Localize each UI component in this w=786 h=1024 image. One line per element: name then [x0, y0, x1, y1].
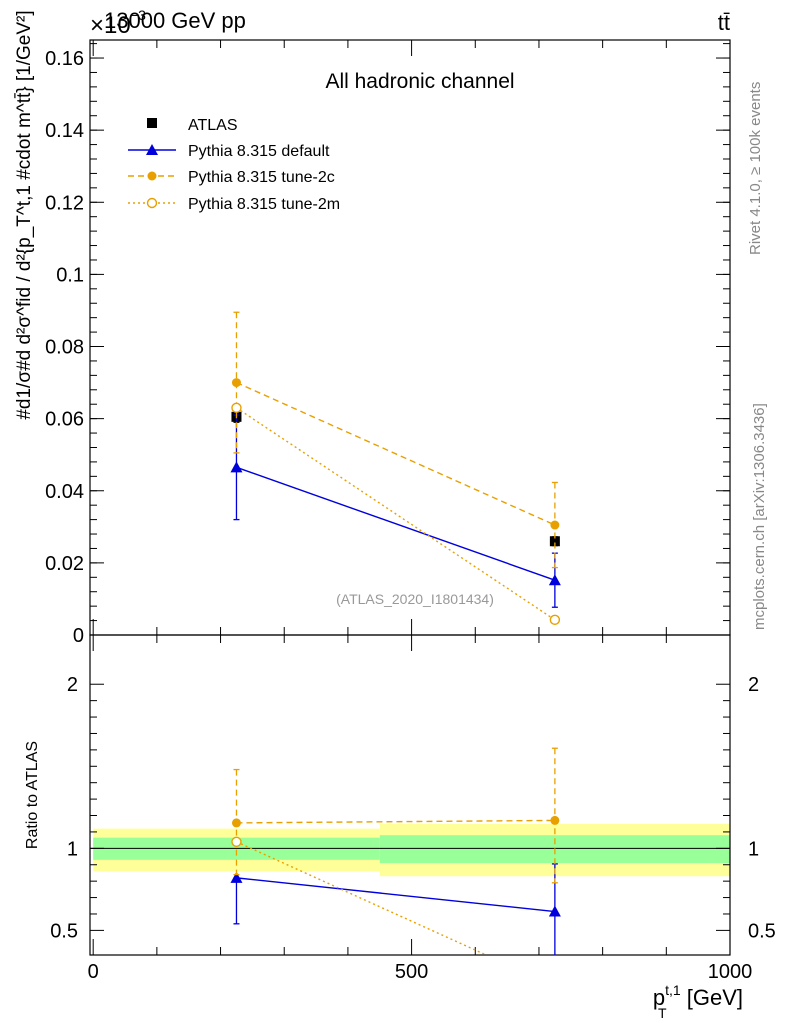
ratio-uncertainty-bands	[90, 823, 730, 877]
legend-marker-default	[146, 144, 158, 155]
main-point-atlas	[549, 536, 560, 547]
main-line-pythia-8-315-tune-2m	[236, 407, 556, 621]
main-line-pythia-8-315-default	[236, 466, 556, 581]
ratio-point-pythia-8-315-default	[548, 905, 561, 917]
ratio-y-tick-label-left: 2	[67, 674, 78, 696]
main-point-pythia-8-315-tune-2c	[550, 520, 560, 530]
energy-label: 13000 GeV pp	[104, 8, 246, 33]
ratio-y-tick-label-left: 0.5	[50, 920, 78, 942]
axis-exponent-label: ×10	[90, 12, 131, 39]
ratio-y-axis: 0.5 0.5 1 1 2 2	[50, 674, 776, 942]
ratio-point-pythia-8-315-tune-2m	[231, 836, 242, 847]
main-y-tick-label: 0	[73, 625, 84, 647]
x-tick-label: 500	[395, 961, 428, 983]
legend: ATLAS Pythia 8.315 default Pythia 8.315 …	[128, 117, 340, 213]
main-point-pythia-8-315-tune-2m	[549, 614, 561, 626]
x-axis-label-unit: [GeV]	[681, 985, 743, 1010]
legend-marker-atlas	[147, 118, 157, 128]
analysis-id: (ATLAS_2020_I1801434)	[336, 591, 494, 607]
ratio-y-tick-label-right: 2	[748, 674, 759, 696]
main-point-pythia-8-315-tune-2m	[231, 402, 242, 414]
main-y-tick-label: 0.14	[45, 120, 84, 142]
ratio-y-tick-label-right: 1	[748, 838, 759, 860]
x-tick-label: 0	[88, 961, 99, 983]
x-axis-label-main: p	[653, 985, 665, 1010]
ratio-panel-frame	[89, 634, 731, 956]
ratio-series-group	[230, 747, 561, 956]
ratio-point-pythia-8-315-tune-2c	[550, 815, 560, 825]
main-point-pythia-8-315-default	[548, 574, 561, 586]
ratio-point-pythia-8-315-tune-2c	[231, 818, 241, 828]
ratio-point-pythia-8-315-default	[230, 871, 243, 883]
main-y-tick-label: 0.04	[45, 481, 84, 503]
legend-label-atlas: ATLAS	[188, 117, 238, 134]
x-axis-label: pt,1 [GeV]	[653, 982, 743, 1010]
ratio-line-pythia-8-315-default	[236, 877, 555, 913]
legend-marker-tune2m	[146, 197, 158, 209]
main-y-axis: 0 0.02 0.04 0.06 0.08 0.1 0.12 0.14 0.16	[45, 43, 730, 647]
legend-marker-tune2c	[147, 171, 157, 181]
axis-exponent-power: −3	[130, 7, 146, 23]
x-tick-label: 1000	[708, 961, 753, 983]
main-y-tick-label: 0.16	[45, 48, 84, 70]
ratio-line-pythia-8-315-tune-2m	[236, 841, 487, 956]
main-y-tick-label: 0.1	[56, 264, 84, 286]
mcplots-label: mcplots.cern.ch [arXiv:1306.3436]	[751, 403, 768, 630]
x-axis: 0 500 1000	[88, 40, 753, 983]
main-y-tick-label: 0.02	[45, 553, 84, 575]
x-axis-label-sup: t,1	[665, 982, 681, 998]
chart-title: All hadronic channel	[325, 70, 514, 93]
main-series-group	[230, 311, 561, 626]
x-axis-label-sub: T	[658, 1005, 667, 1021]
main-point-pythia-8-315-tune-2c	[231, 378, 241, 388]
rivet-label: Rivet 4.1.0, ≥ 100k events	[747, 82, 764, 255]
main-y-axis-label: #d1/σ#d d²σ^fid / d²{p_T^t,1 #cdot m^tt̄…	[14, 10, 35, 419]
main-y-tick-label: 0.08	[45, 337, 84, 359]
legend-label-tune2c: Pythia 8.315 tune-2c	[188, 169, 335, 186]
ratio-line-pythia-8-315-tune-2c	[236, 819, 555, 824]
main-point-pythia-8-315-default	[230, 461, 243, 473]
main-panel-frame	[89, 39, 731, 636]
main-y-tick-label: 0.12	[45, 192, 84, 214]
main-line-pythia-8-315-tune-2c	[236, 381, 556, 526]
ratio-y-tick-label-left: 1	[67, 838, 78, 860]
legend-label-default: Pythia 8.315 default	[188, 143, 330, 160]
ratio-y-axis-label: Ratio to ATLAS	[24, 741, 41, 849]
process-label: tt̄	[718, 10, 730, 35]
legend-label-tune2m: Pythia 8.315 tune-2m	[188, 196, 340, 213]
main-y-tick-label: 0.06	[45, 409, 84, 431]
ratio-y-tick-label-right: 0.5	[748, 920, 776, 942]
